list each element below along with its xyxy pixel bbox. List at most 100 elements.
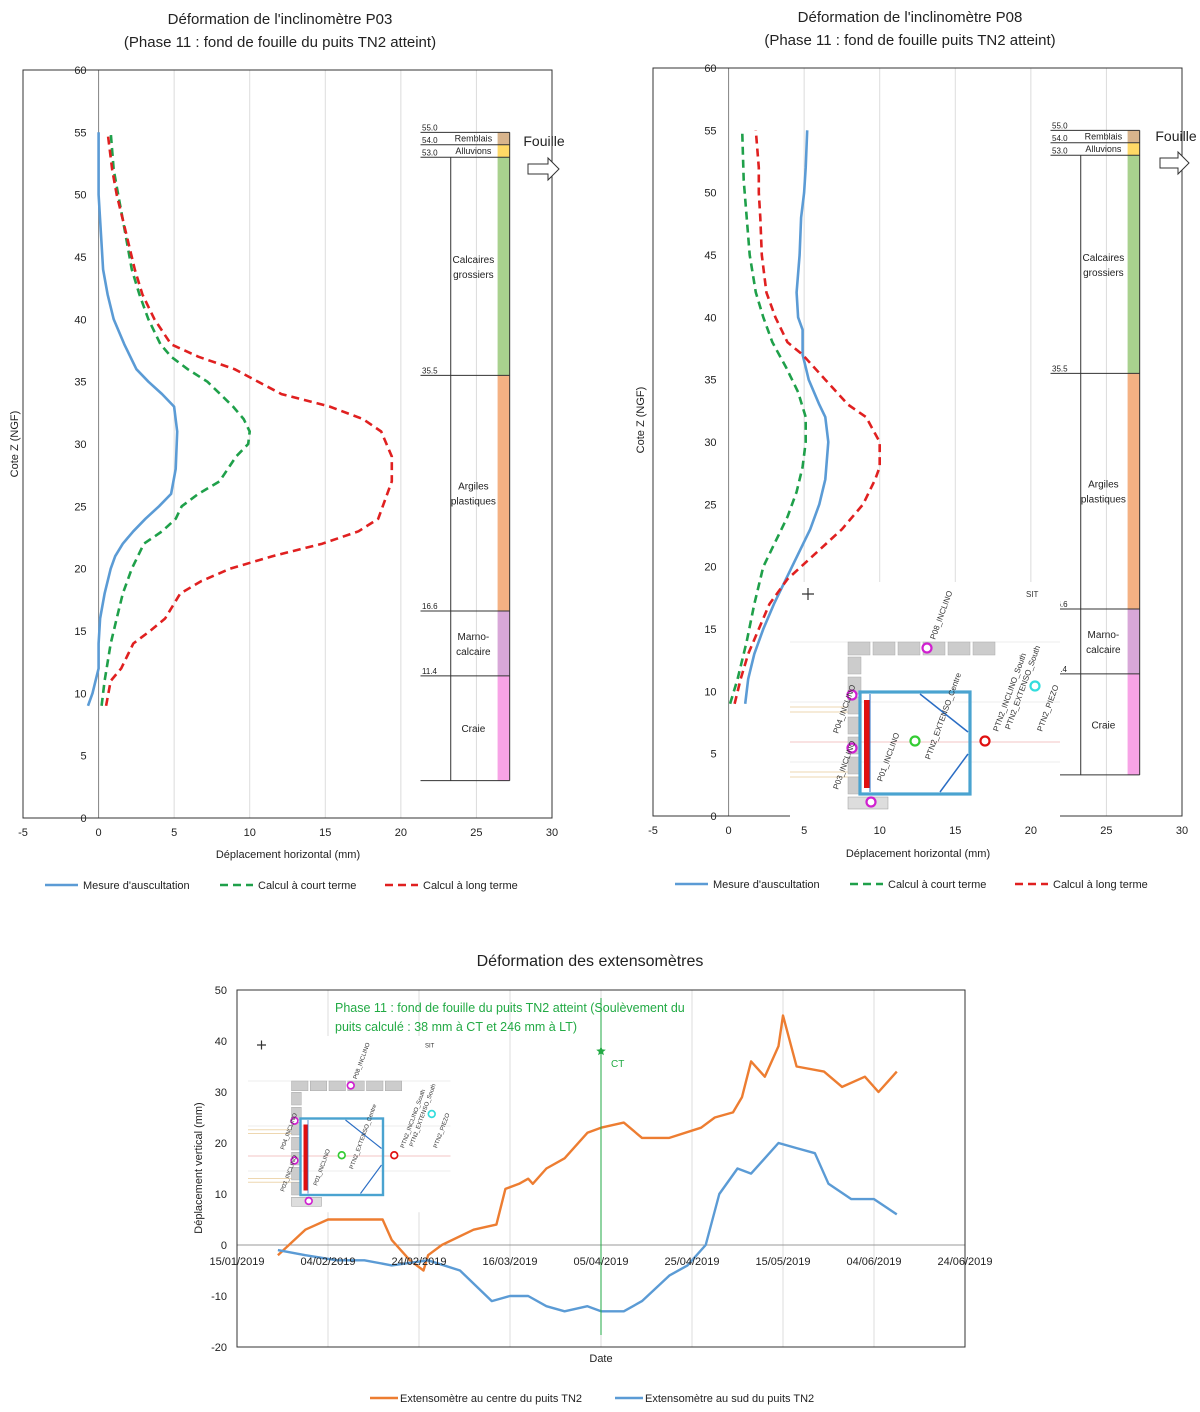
soil-layer-argiles-plastiques — [497, 375, 510, 612]
soil-depth-label: 54.0 — [1052, 134, 1068, 143]
extenso-centre-marker — [337, 1151, 346, 1160]
site-plan-block — [310, 1080, 327, 1091]
chart-p08-soil-column: 55.054.053.035.516.611.4RemblaisAlluvion… — [1050, 121, 1141, 776]
shaft-brace — [939, 753, 969, 793]
shaft-brace — [345, 1119, 382, 1149]
shaft-tn2-outline — [858, 690, 972, 796]
p01-inclino-marker — [865, 796, 877, 808]
series-line-measure — [743, 130, 830, 704]
y-tick-label: 35 — [74, 377, 86, 389]
soil-layer-calcaires-grossiers — [497, 157, 510, 376]
soil-layer-name: plastiques — [451, 497, 496, 508]
chart-p03: Déformation de l'inclinomètre P03 (Phase… — [9, 11, 565, 892]
x-tick-label: 25/04/2019 — [664, 1256, 719, 1268]
y-tick-label: 15 — [704, 624, 716, 636]
soil-layer-name: Marno- — [458, 632, 490, 643]
y-tick-label: 60 — [74, 65, 86, 77]
soil-layer-remblais — [1127, 130, 1140, 143]
y-tick-label: 0 — [221, 1240, 227, 1252]
x-tick-label: 30 — [546, 827, 558, 839]
soil-layer-name: grossiers — [453, 270, 494, 281]
y-tick-label: 10 — [215, 1189, 227, 1201]
soil-layer-calcaires-grossiers — [1127, 155, 1140, 374]
y-tick-label: 40 — [704, 312, 716, 324]
site-plan-background — [790, 582, 1060, 817]
soil-layer-name: Calcaires — [1083, 253, 1125, 264]
legend-label: Calcul à long terme — [423, 880, 518, 892]
y-tick-label: -20 — [211, 1342, 227, 1354]
x-tick-label: 15 — [319, 827, 331, 839]
x-tick-label: 0 — [96, 827, 102, 839]
soil-layer-name: calcaire — [456, 647, 491, 658]
chart-p08: Déformation de l'inclinomètre P08 (Phase… — [635, 9, 1197, 891]
soil-layer-name: Remblais — [455, 134, 493, 144]
soil-layer-alluvions — [1127, 142, 1140, 156]
site-plan-block — [385, 1080, 402, 1091]
soil-layer-name: Argiles — [1088, 480, 1119, 491]
x-tick-label: -5 — [18, 827, 28, 839]
shaft-brace — [919, 693, 969, 733]
y-tick-label: 15 — [74, 626, 86, 638]
chart-p03-plot-frame — [22, 69, 553, 819]
extenso-centre-marker — [909, 735, 921, 747]
y-tick-label: 10 — [704, 686, 716, 698]
x-tick-label: 20 — [1025, 825, 1037, 837]
site-plan-block — [328, 1080, 346, 1091]
y-tick-label: 5 — [710, 749, 716, 761]
chart-p08-fouille-label: Fouille — [1155, 128, 1196, 144]
y-tick-label: 0 — [80, 813, 86, 825]
chart-p03-ticks: -5 0 5 10 15 20 25 30 0 5 10 15 20 25 30 35 40 45 50 55 60 — [18, 65, 558, 839]
chart-p03-xlabel: Déplacement horizontal (mm) — [216, 849, 360, 861]
legend-label: Calcul à long terme — [1053, 879, 1148, 891]
soil-layer-name: Calcaires — [453, 255, 495, 266]
x-tick-label: 10 — [874, 825, 886, 837]
soil-layer-name: calcaire — [1086, 645, 1121, 656]
soil-layer-marno-calcaire — [497, 611, 510, 676]
shaft-tn2-outline — [299, 1117, 385, 1197]
chart-p08-ticks: -5 0 5 10 15 20 25 30 0 5 10 15 20 25 30 35 40 45 50 55 60 — [648, 63, 1188, 837]
y-tick-label: 45 — [704, 250, 716, 262]
soil-depth-label: 53.0 — [1052, 146, 1068, 155]
chart-p03-subtitle: (Phase 11 : fond de fouille du puits TN2… — [124, 34, 436, 51]
site-plan-red-wall — [303, 1124, 308, 1191]
y-tick-label: 50 — [704, 188, 716, 200]
p04-inclino-marker — [846, 689, 858, 701]
fouille-arrow-icon — [527, 156, 560, 182]
x-tick-label: 15 — [949, 825, 961, 837]
soil-depth-label: 35.5 — [1052, 364, 1068, 373]
legend-label: Calcul à court terme — [258, 880, 356, 892]
piezo-marker — [1029, 680, 1041, 692]
soil-depth-label: 35.5 — [422, 366, 438, 375]
x-tick-label: 25 — [470, 827, 482, 839]
soil-layer-name: Alluvions — [1085, 144, 1122, 154]
chart-extensometers: Déformation des extensomètres P08_INCLIN… — [193, 953, 993, 1405]
y-tick-label: 30 — [74, 439, 86, 451]
y-tick-label: 50 — [215, 985, 227, 997]
legend-label: Mesure d'auscultation — [713, 879, 820, 891]
chart-p03-series — [86, 132, 394, 707]
x-tick-label: 05/04/2019 — [573, 1256, 628, 1268]
soil-depth-label: 53.0 — [422, 148, 438, 157]
x-tick-label: 5 — [801, 825, 807, 837]
series-line-ext-center — [277, 1014, 898, 1272]
soil-depth-label: 54.0 — [422, 136, 438, 145]
x-tick-label: 04/06/2019 — [846, 1256, 901, 1268]
site-plan-block — [291, 1092, 302, 1106]
shaft-brace — [360, 1164, 382, 1194]
x-tick-label: 5 — [171, 827, 177, 839]
site-plan-label: SIT — [1026, 590, 1039, 599]
y-tick-label: 35 — [704, 375, 716, 387]
y-tick-label: 45 — [74, 252, 86, 264]
chart-p03-fouille: Fouille — [523, 133, 565, 182]
soil-layer-name: Marno- — [1088, 630, 1120, 641]
soil-depth-label: 16.6 — [1052, 600, 1068, 609]
chart-ext-ticks: 15/01/2019 04/02/2019 24/02/2019 16/03/2019… — [209, 985, 992, 1354]
chart-p03-title: Déformation de l'inclinomètre P03 — [168, 11, 393, 28]
site-plan-background — [248, 1036, 451, 1213]
phase-annotation-text: Phase 11 : fond de fouille du puits TN2 … — [335, 1001, 685, 1015]
legend-label: Extensomètre au sud du puits TN2 — [645, 1393, 814, 1405]
north-arrow-icon — [257, 1040, 266, 1050]
p03-inclino-marker — [290, 1156, 299, 1165]
chart-p08-fouille: Fouille — [1155, 128, 1197, 176]
p04-inclino-marker — [290, 1116, 299, 1125]
